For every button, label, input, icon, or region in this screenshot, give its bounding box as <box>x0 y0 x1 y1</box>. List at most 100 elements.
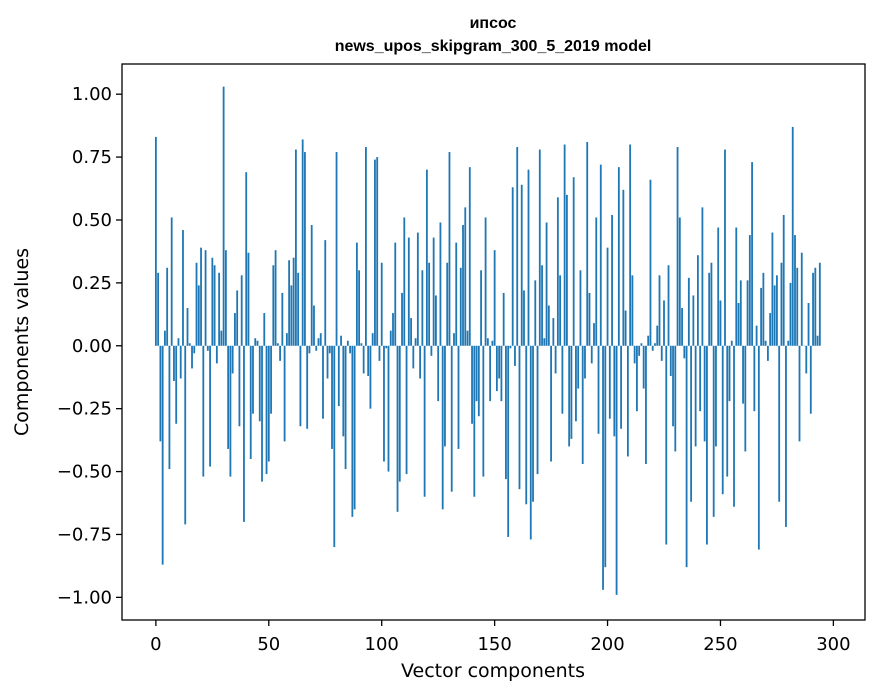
bar <box>475 345 478 402</box>
bar <box>505 345 507 480</box>
bar <box>412 345 415 369</box>
bar <box>351 345 354 517</box>
bar <box>247 252 250 346</box>
bar <box>708 272 711 346</box>
bar <box>459 267 462 346</box>
bar <box>721 345 724 495</box>
bar <box>374 159 376 346</box>
bar <box>701 207 704 346</box>
bar <box>787 340 790 346</box>
bar <box>703 345 706 442</box>
bar <box>602 345 604 590</box>
bar <box>550 345 552 462</box>
bar <box>304 152 306 346</box>
bar <box>177 338 180 346</box>
bar <box>380 262 383 346</box>
bar <box>249 345 252 459</box>
bar <box>294 149 297 346</box>
bar <box>211 257 214 346</box>
bar <box>742 345 744 404</box>
bar <box>439 222 442 346</box>
bar <box>394 242 397 346</box>
bar <box>256 340 259 346</box>
bar <box>685 345 688 568</box>
bar <box>453 333 455 346</box>
bar <box>362 345 365 374</box>
bar <box>313 305 315 346</box>
bar <box>626 345 629 457</box>
bar <box>272 265 275 346</box>
bar <box>401 292 403 346</box>
bar <box>647 335 650 346</box>
bar <box>538 149 541 346</box>
bar <box>645 345 647 465</box>
bar <box>480 270 482 346</box>
bar <box>349 345 351 354</box>
bar <box>572 177 575 346</box>
bar <box>489 345 492 402</box>
bar <box>170 217 173 346</box>
bar <box>365 147 367 346</box>
bar <box>308 345 311 354</box>
bar <box>428 262 431 346</box>
bar <box>674 345 677 452</box>
y-tick-label: 1.00 <box>72 84 112 105</box>
bar <box>213 265 216 346</box>
bar <box>818 262 821 346</box>
bar <box>398 345 401 482</box>
bar <box>200 247 202 346</box>
bar <box>344 345 347 470</box>
bar <box>516 147 519 346</box>
bar <box>654 343 656 346</box>
bar <box>224 250 227 346</box>
bar <box>798 345 801 442</box>
bar <box>285 333 288 346</box>
bar <box>773 285 776 346</box>
bar <box>778 345 781 502</box>
bar <box>493 250 496 346</box>
bar <box>450 345 453 492</box>
bar <box>430 345 433 356</box>
bar <box>748 235 751 346</box>
bar <box>292 257 295 346</box>
bar <box>435 295 437 346</box>
bar <box>326 345 329 379</box>
bar <box>791 126 794 346</box>
bar <box>543 338 546 346</box>
bar <box>769 313 772 346</box>
bar <box>565 194 568 346</box>
bar <box>317 338 320 346</box>
bar <box>290 285 293 346</box>
x-tick-label: 50 <box>257 634 280 655</box>
bar <box>342 345 345 437</box>
bar <box>726 345 729 477</box>
bar <box>405 345 408 475</box>
bar <box>276 343 279 346</box>
bar <box>525 345 528 505</box>
bar <box>502 292 505 346</box>
bar <box>595 217 598 346</box>
bar <box>669 345 672 376</box>
bar <box>676 147 679 346</box>
bar <box>771 232 774 346</box>
bar <box>468 167 471 346</box>
bar <box>649 179 652 346</box>
bar <box>590 345 593 364</box>
bar <box>173 345 175 381</box>
bar <box>486 338 489 346</box>
bar <box>796 267 799 346</box>
bar <box>263 313 266 346</box>
bar <box>660 345 663 361</box>
y-tick-label: 0.25 <box>72 273 112 294</box>
chart-title-line1: ипсос <box>470 15 517 32</box>
bar <box>437 345 440 402</box>
bar <box>816 335 819 346</box>
bar <box>258 345 261 422</box>
bar <box>523 290 525 346</box>
bar <box>672 345 674 427</box>
bar <box>753 345 756 412</box>
bar <box>737 303 740 346</box>
bar <box>640 343 643 346</box>
bar <box>762 272 765 346</box>
bar <box>766 345 769 361</box>
